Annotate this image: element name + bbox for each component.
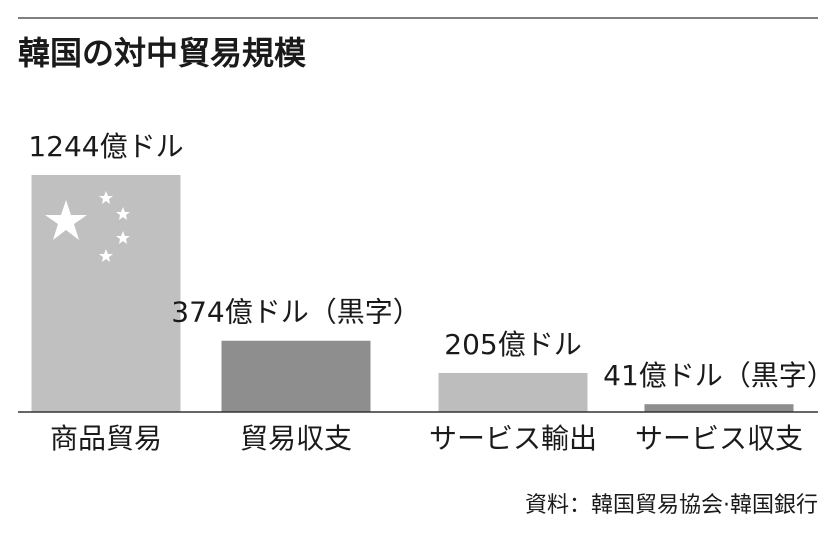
category-label: 貿易収支 <box>240 422 352 455</box>
category-label: サービス収支 <box>635 422 803 455</box>
flag-stars <box>45 191 130 262</box>
star <box>116 231 130 244</box>
bar <box>644 404 794 412</box>
star <box>116 207 130 220</box>
chart-title: 韓国の対中貿易規模 <box>18 34 306 72</box>
value-label: 205億ドル <box>444 328 581 361</box>
star <box>99 249 113 262</box>
bar <box>438 372 588 412</box>
value-label: 41億ドル（黒字） <box>603 359 835 392</box>
category-label: 商品貿易 <box>50 422 162 455</box>
star <box>99 191 113 204</box>
value-label: 1244億ドル <box>28 130 183 163</box>
source-note: 資料：韓国貿易協会·韓国銀行 <box>525 493 818 518</box>
value-label: 374億ドル（黒字） <box>171 296 420 329</box>
bars <box>31 175 794 412</box>
star <box>45 200 87 240</box>
category-label: サービス輸出 <box>429 422 597 455</box>
bar <box>31 175 181 412</box>
bar <box>221 340 371 412</box>
